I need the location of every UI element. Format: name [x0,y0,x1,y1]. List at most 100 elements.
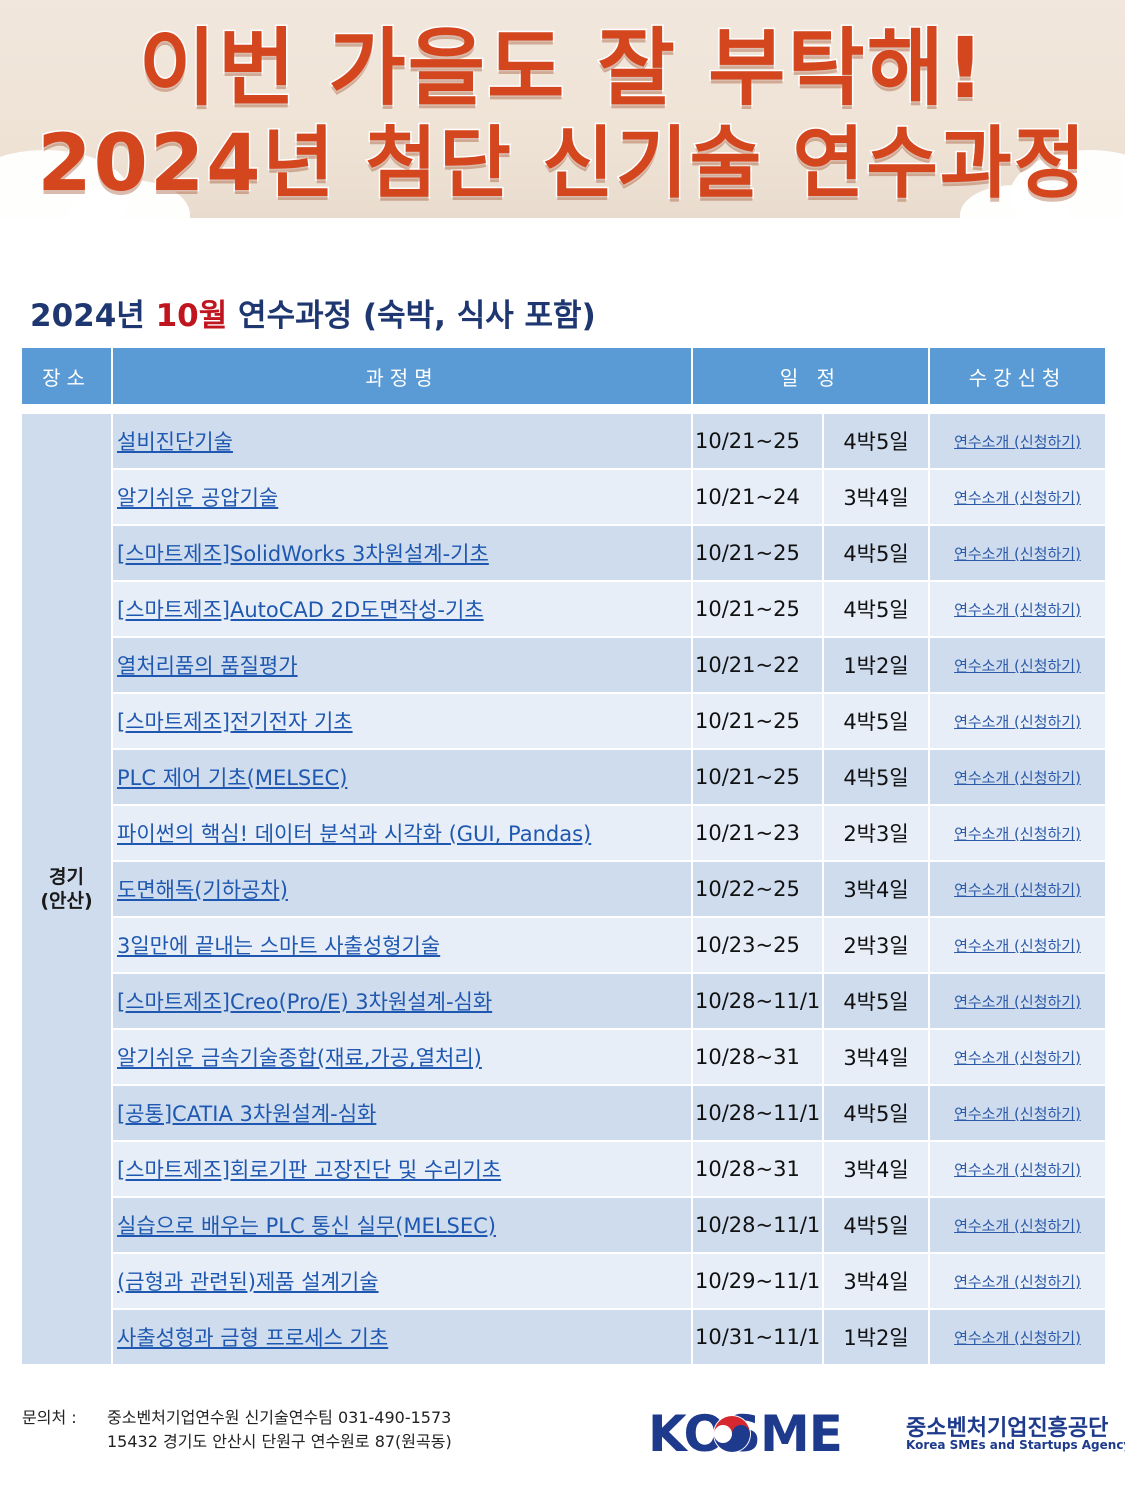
apply-link[interactable]: 연수소개 (신청하기) [954,712,1081,731]
apply-cell: 연수소개 (신청하기) [928,692,1108,750]
apply-link[interactable]: 연수소개 (신청하기) [954,656,1081,675]
course-link[interactable]: [스마트제조]전기전자 기초 [117,710,353,734]
course-link[interactable]: 사출성형과 금형 프로세스 기초 [117,1326,389,1350]
apply-link[interactable]: 연수소개 (신청하기) [954,544,1081,563]
course-schedule-table: 장소 과정명 일 정 수강신청 경기 (안산) 설비진단기술 10/21~25 4박5일… [20,346,1108,1366]
course-link[interactable]: [스마트제조]SolidWorks 3차원설계-기초 [117,542,489,566]
apply-link[interactable]: 연수소개 (신청하기) [954,488,1081,507]
date-cell: 10/21~22 [691,636,824,694]
contact-label: 문의처 : [22,1408,77,1427]
apply-cell: 연수소개 (신청하기) [928,916,1108,974]
date-cell: 10/21~25 [691,692,824,750]
duration-cell: 4박5일 [821,1084,931,1142]
table-row: [공통]CATIA 3차원설계-심화 10/28~11/1 4박5일 연수소개 (신청… [21,1084,1108,1142]
date-cell: 10/21~25 [691,412,824,470]
apply-link[interactable]: 연수소개 (신청하기) [954,936,1081,955]
apply-link[interactable]: 연수소개 (신청하기) [954,880,1081,899]
duration-cell: 4박5일 [821,412,931,470]
apply-cell: 연수소개 (신청하기) [928,972,1108,1030]
apply-link[interactable]: 연수소개 (신청하기) [954,768,1081,787]
course-cell: 알기쉬운 공압기술 [111,468,693,526]
banner: 이번 가을도 잘 부탁해! 2024년 첨단 신기술 연수과정 [0,0,1125,218]
course-link[interactable]: 알기쉬운 금속기술종합(재료,가공,열처리) [117,1046,482,1070]
course-cell: 실습으로 배우는 PLC 통신 실무(MELSEC) [111,1196,693,1254]
course-link[interactable]: (금형과 관련된)제품 설계기술 [117,1270,379,1294]
header-apply: 수강신청 [928,346,1108,406]
table-row: [스마트제조]SolidWorks 3차원설계-기초 10/21~25 4박5일 연수… [21,524,1108,582]
location-name: 경기 [49,866,84,888]
course-cell: [스마트제조]전기전자 기초 [111,692,693,750]
duration-cell: 2박3일 [821,804,931,862]
duration-cell: 2박3일 [821,916,931,974]
course-link[interactable]: [스마트제조]AutoCAD 2D도면작성-기초 [117,598,484,622]
table-row: PLC 제어 기초(MELSEC) 10/21~25 4박5일 연수소개 (신청하기) [21,748,1108,806]
logo-korean-name: 중소벤처기업진흥공단 [906,1416,1109,1441]
course-link[interactable]: 파이썬의 핵심! 데이터 분석과 시각화 (GUI, Pandas) [117,822,592,846]
apply-cell: 연수소개 (신청하기) [928,580,1108,638]
logo-swirl-icon [713,1415,751,1453]
course-cell: 설비진단기술 [111,412,693,470]
duration-cell: 4박5일 [821,1196,931,1254]
course-link[interactable]: 설비진단기술 [117,430,233,454]
title-suffix: 연수과정 (숙박, 식사 포함) [227,298,596,334]
duration-cell: 3박4일 [821,1028,931,1086]
course-link[interactable]: [스마트제조]Creo(Pro/E) 3차원설계-심화 [117,990,493,1014]
logo-english-name: Korea SMEs and Startups Agency [906,1438,1125,1452]
date-cell: 10/28~31 [691,1140,824,1198]
course-link[interactable]: 3일만에 끝내는 스마트 사출성형기술 [117,934,441,958]
course-link[interactable]: 실습으로 배우는 PLC 통신 실무(MELSEC) [117,1214,496,1238]
apply-cell: 연수소개 (신청하기) [928,1252,1108,1310]
date-cell: 10/21~25 [691,748,824,806]
apply-cell: 연수소개 (신청하기) [928,412,1108,470]
apply-link[interactable]: 연수소개 (신청하기) [954,1048,1081,1067]
table-row: 3일만에 끝내는 스마트 사출성형기술 10/23~25 2박3일 연수소개 (신청하… [21,916,1108,974]
course-link[interactable]: [스마트제조]회로기판 고장진단 및 수리기초 [117,1158,502,1182]
apply-cell: 연수소개 (신청하기) [928,860,1108,918]
date-cell: 10/28~11/1 [691,1084,824,1142]
apply-link[interactable]: 연수소개 (신청하기) [954,992,1081,1011]
apply-link[interactable]: 연수소개 (신청하기) [954,432,1081,451]
course-cell: [스마트제조]AutoCAD 2D도면작성-기초 [111,580,693,638]
course-cell: (금형과 관련된)제품 설계기술 [111,1252,693,1310]
apply-cell: 연수소개 (신청하기) [928,636,1108,694]
apply-cell: 연수소개 (신청하기) [928,748,1108,806]
duration-cell: 3박4일 [821,1140,931,1198]
duration-cell: 3박4일 [821,468,931,526]
date-cell: 10/21~24 [691,468,824,526]
apply-cell: 연수소개 (신청하기) [928,804,1108,862]
apply-link[interactable]: 연수소개 (신청하기) [954,824,1081,843]
date-cell: 10/21~25 [691,580,824,638]
apply-link[interactable]: 연수소개 (신청하기) [954,1216,1081,1235]
duration-cell: 4박5일 [821,580,931,638]
apply-link[interactable]: 연수소개 (신청하기) [954,600,1081,619]
course-link[interactable]: [공통]CATIA 3차원설계-심화 [117,1102,377,1126]
header-schedule: 일 정 [690,346,931,406]
table-row: 실습으로 배우는 PLC 통신 실무(MELSEC) 10/28~11/1 4박5일… [21,1196,1108,1254]
course-link[interactable]: 도면해독(기하공차) [117,878,288,902]
course-link[interactable]: PLC 제어 기초(MELSEC) [117,766,348,790]
duration-cell: 1박2일 [821,636,931,694]
apply-cell: 연수소개 (신청하기) [928,1196,1108,1254]
table-header-row: 장소 과정명 일 정 수강신청 [20,346,1108,406]
duration-cell: 3박4일 [821,1252,931,1310]
apply-link[interactable]: 연수소개 (신청하기) [954,1104,1081,1123]
course-link[interactable]: 열처리품의 품질평가 [117,654,298,678]
table-body: 경기 (안산) 설비진단기술 10/21~25 4박5일 연수소개 (신청하기) 알기쉬운 … [20,405,1108,1366]
apply-link[interactable]: 연수소개 (신청하기) [954,1160,1081,1179]
table-row: 파이썬의 핵심! 데이터 분석과 시각화 (GUI, Pandas) 10/21~… [21,804,1108,862]
apply-link[interactable]: 연수소개 (신청하기) [954,1328,1081,1347]
apply-link[interactable]: 연수소개 (신청하기) [954,1272,1081,1291]
date-cell: 10/21~25 [691,524,824,582]
duration-cell: 1박2일 [821,1308,931,1366]
apply-cell: 연수소개 (신청하기) [928,468,1108,526]
course-cell: 알기쉬운 금속기술종합(재료,가공,열처리) [111,1028,693,1086]
course-link[interactable]: 알기쉬운 공압기술 [117,486,279,510]
course-cell: 3일만에 끝내는 스마트 사출성형기술 [111,916,693,974]
course-cell: 도면해독(기하공차) [111,860,693,918]
header-course: 과정명 [111,346,693,406]
duration-cell: 4박5일 [821,748,931,806]
contact-team-phone: 중소벤처기업연수원 신기술연수팀 031-490-1573 [107,1408,452,1427]
apply-cell: 연수소개 (신청하기) [928,1308,1108,1366]
table-row: [스마트제조]회로기판 고장진단 및 수리기초 10/28~31 3박4일 연수소개 … [21,1140,1108,1198]
duration-cell: 3박4일 [821,860,931,918]
